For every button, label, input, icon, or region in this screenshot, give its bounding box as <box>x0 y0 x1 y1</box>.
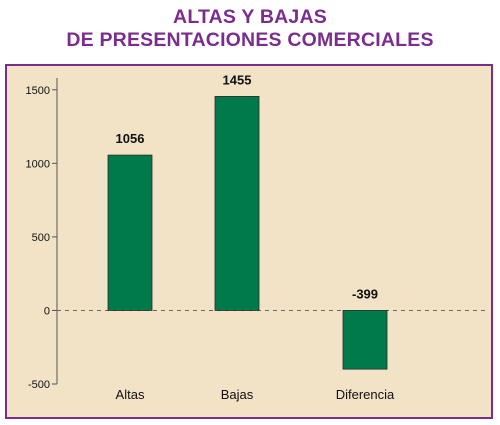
bar-diferencia <box>342 310 388 370</box>
x-category-label: Diferencia <box>336 387 395 402</box>
bar-bajas <box>214 95 260 311</box>
y-tick-label: 1000 <box>26 158 50 170</box>
y-tick-label: 500 <box>32 232 50 244</box>
y-tick-label: -500 <box>28 379 50 391</box>
chart-title-line-2: DE PRESENTACIONES COMERCIALES <box>66 29 434 51</box>
data-label: -399 <box>352 286 378 301</box>
y-tick-label: 1500 <box>26 85 50 97</box>
data-label: 1455 <box>223 72 252 87</box>
data-label: 1056 <box>116 131 145 146</box>
x-category-label: Altas <box>116 387 145 402</box>
y-tick-label: 0 <box>44 305 50 317</box>
x-category-label: Bajas <box>221 387 254 402</box>
chart-title: ALTAS Y BAJAS DE PRESENTACIONES COMERCIA… <box>0 6 500 52</box>
bar-altas <box>107 154 153 311</box>
chart-title-line-1: ALTAS Y BAJAS <box>173 6 327 28</box>
